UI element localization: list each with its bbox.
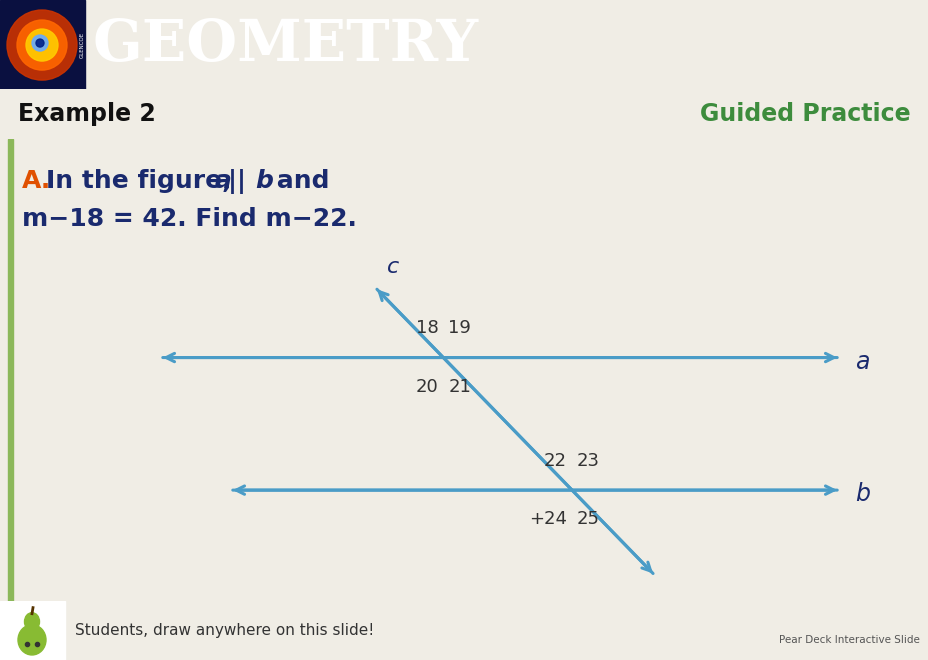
Text: In the figure,: In the figure, bbox=[46, 169, 231, 193]
Text: 19: 19 bbox=[448, 319, 470, 337]
Text: GEOMETRY: GEOMETRY bbox=[93, 17, 479, 73]
Text: +24: +24 bbox=[529, 510, 566, 528]
Bar bbox=[8, 139, 13, 601]
Text: c: c bbox=[387, 257, 399, 277]
Bar bbox=[0, 601, 65, 660]
Ellipse shape bbox=[32, 35, 48, 51]
Text: Pear Deck Interactive Slide: Pear Deck Interactive Slide bbox=[779, 635, 919, 645]
Ellipse shape bbox=[24, 612, 40, 631]
Ellipse shape bbox=[7, 10, 77, 80]
Text: m−18 = 42. Find m−22.: m−18 = 42. Find m−22. bbox=[22, 207, 356, 231]
Bar bbox=[0, 0, 84, 89]
Text: A.: A. bbox=[22, 169, 51, 193]
Text: 22: 22 bbox=[544, 452, 566, 470]
Text: Guided Practice: Guided Practice bbox=[700, 102, 910, 126]
Text: a: a bbox=[214, 169, 232, 193]
Ellipse shape bbox=[26, 29, 58, 61]
Text: 18: 18 bbox=[415, 319, 438, 337]
Ellipse shape bbox=[17, 20, 67, 70]
Text: Example 2: Example 2 bbox=[18, 102, 156, 126]
Text: Students, draw anywhere on this slide!: Students, draw anywhere on this slide! bbox=[75, 623, 374, 638]
Text: 21: 21 bbox=[448, 378, 470, 395]
Text: 20: 20 bbox=[415, 378, 438, 395]
Text: ||: || bbox=[227, 169, 254, 194]
Text: a: a bbox=[854, 350, 869, 374]
Text: 23: 23 bbox=[576, 452, 599, 470]
Text: b: b bbox=[854, 482, 869, 506]
Text: and: and bbox=[267, 169, 329, 193]
Ellipse shape bbox=[18, 625, 46, 655]
Text: b: b bbox=[254, 169, 273, 193]
Text: 25: 25 bbox=[576, 510, 599, 528]
Ellipse shape bbox=[36, 39, 44, 47]
Text: GLENCOE: GLENCOE bbox=[80, 32, 84, 58]
